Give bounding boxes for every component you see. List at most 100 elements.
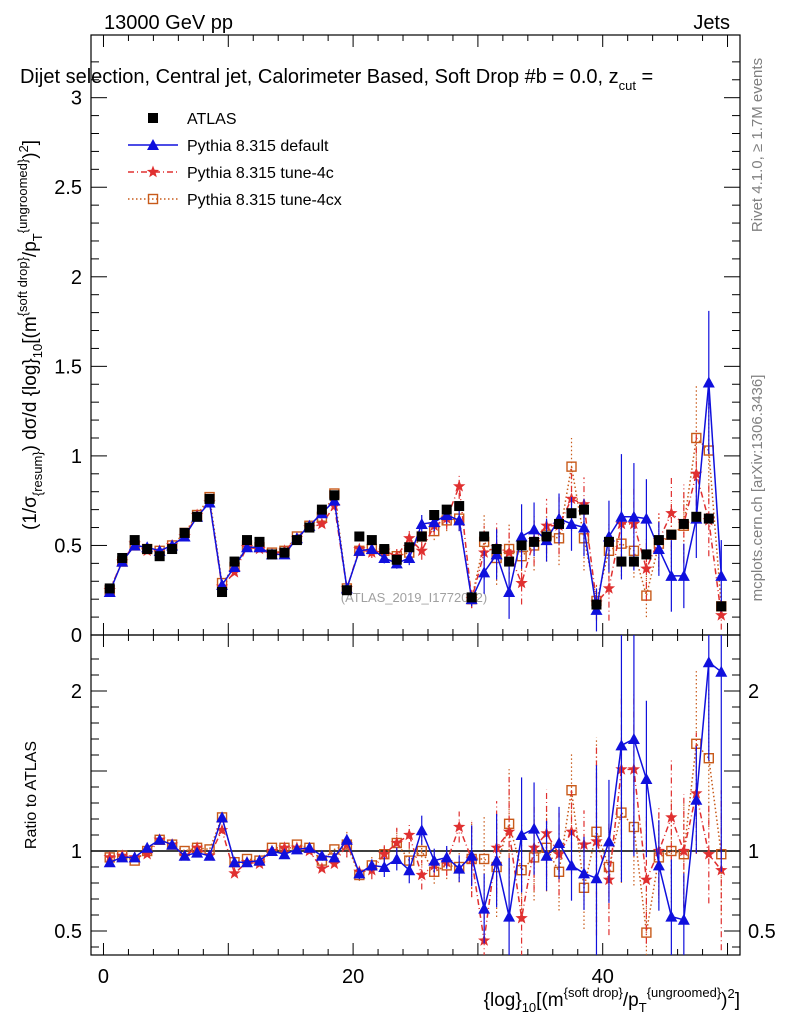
- default-point-ratio: [403, 864, 416, 876]
- default-point-main: [403, 551, 416, 563]
- default-point-ratio: [203, 849, 216, 861]
- tune4cx-line-ratio: [109, 742, 723, 933]
- atlas-point: [653, 535, 664, 546]
- legend-label-default: Pythia 8.315 default: [187, 138, 329, 155]
- atlas-point: [329, 490, 340, 501]
- tune4c-point-main: [690, 467, 703, 480]
- atlas-point: [204, 493, 215, 504]
- tune4c-point-ratio: [315, 862, 329, 874]
- atlas-point: [554, 518, 565, 529]
- atlas-point: [167, 544, 178, 555]
- ratio-frame-border: [90, 634, 741, 956]
- tune4c-point-ratio: [403, 828, 416, 841]
- atlas-point: [242, 535, 253, 546]
- default-point-main: [640, 512, 653, 524]
- default-point-ratio: [615, 739, 628, 751]
- ratio-y-tick-label-left: 0.5: [54, 921, 82, 943]
- plot-title-main: Dijet selection, Central jet, Calorimete…: [20, 66, 619, 88]
- tune4c-point-main: [453, 479, 466, 492]
- tune4c-point-ratio: [390, 836, 403, 849]
- series-default-ratio: [103, 635, 728, 955]
- default-point-ratio: [690, 793, 703, 805]
- tune4c-point-ratio: [228, 866, 241, 879]
- default-point-ratio: [328, 851, 341, 863]
- default-point-ratio: [178, 849, 191, 861]
- default-point-ratio: [303, 841, 316, 853]
- atlas-point: [391, 554, 402, 565]
- series-tune4cx-main: [104, 384, 727, 619]
- plot-title-sub: cut: [619, 78, 637, 93]
- main-y-tick-label: 2.5: [54, 177, 82, 199]
- tune4c-point-main: [602, 581, 616, 594]
- atlas-point: [504, 556, 515, 567]
- atlas-point: [179, 527, 190, 538]
- default-point-ratio: [453, 862, 466, 874]
- default-point-ratio: [478, 902, 491, 914]
- default-point-main: [515, 530, 528, 542]
- tune4c-point-main: [640, 562, 653, 574]
- default-point-main: [565, 517, 578, 529]
- main-y-tick-label: 0: [71, 625, 82, 647]
- default-point-main: [677, 569, 690, 581]
- default-point-main: [478, 566, 491, 578]
- x-tick-label: 0: [98, 966, 109, 988]
- tune4cx-line-main: [109, 436, 723, 607]
- default-point-main: [241, 541, 254, 553]
- atlas-point: [616, 556, 627, 567]
- default-point-ratio: [677, 913, 690, 925]
- tune4cx-point-ratio: [416, 845, 427, 857]
- main-y-tick-label: 3: [71, 88, 82, 110]
- tune4c-point-main: [665, 506, 678, 519]
- tune4c-point-ratio: [328, 857, 341, 870]
- main-y-tick-label: 1: [71, 446, 82, 468]
- tune4c-point-ratio: [141, 847, 154, 860]
- default-point-ratio: [378, 861, 391, 872]
- tune4c-point-main: [415, 544, 428, 557]
- default-point-ratio: [365, 859, 378, 871]
- default-point-ratio: [665, 910, 678, 922]
- tune4c-point-ratio: [278, 841, 291, 854]
- default-point-main: [503, 586, 516, 598]
- default-point-ratio: [128, 851, 141, 863]
- atlas-point: [404, 542, 415, 553]
- default-point-ratio: [640, 773, 653, 784]
- atlas-point: [279, 547, 290, 558]
- tune4c-point-ratio: [502, 825, 516, 838]
- default-point-ratio: [428, 854, 441, 866]
- tune4c-point-main: [515, 576, 528, 589]
- default-point-ratio: [216, 811, 229, 823]
- atlas-point: [316, 504, 327, 515]
- default-point-main: [715, 569, 728, 581]
- atlas-point: [516, 540, 527, 551]
- ratio-y-tick-label-right: 1: [748, 841, 759, 863]
- default-point-ratio: [415, 824, 428, 836]
- main-y-tick-label: 2: [71, 267, 82, 289]
- main-y-tick-label: 1.5: [54, 356, 82, 378]
- default-point-main: [652, 543, 665, 555]
- default-line-ratio: [109, 660, 722, 921]
- atlas-point: [304, 522, 315, 533]
- default-point-ratio: [503, 910, 516, 922]
- atlas-point: [716, 601, 727, 612]
- atlas-point: [416, 531, 427, 542]
- legend-marker-atlas: [148, 113, 158, 123]
- default-point-ratio: [565, 859, 578, 871]
- atlas-point: [129, 535, 140, 546]
- default-point-ratio: [191, 846, 204, 858]
- tune4c-point-ratio: [515, 911, 528, 924]
- atlas-point: [142, 544, 153, 555]
- default-point-main: [365, 543, 378, 555]
- atlas-point: [529, 536, 540, 547]
- atlas-point: [429, 510, 440, 520]
- atlas-point: [291, 535, 302, 546]
- atlas-point: [266, 549, 277, 560]
- default-point-main: [378, 551, 391, 563]
- tune4c-point-ratio: [677, 844, 690, 857]
- ratio-y-tick-label-left: 2: [71, 681, 82, 703]
- atlas-point: [603, 536, 614, 547]
- default-point-main: [702, 376, 715, 388]
- default-point-ratio: [166, 838, 179, 850]
- default-point-ratio: [315, 849, 328, 861]
- default-point-ratio: [340, 833, 353, 845]
